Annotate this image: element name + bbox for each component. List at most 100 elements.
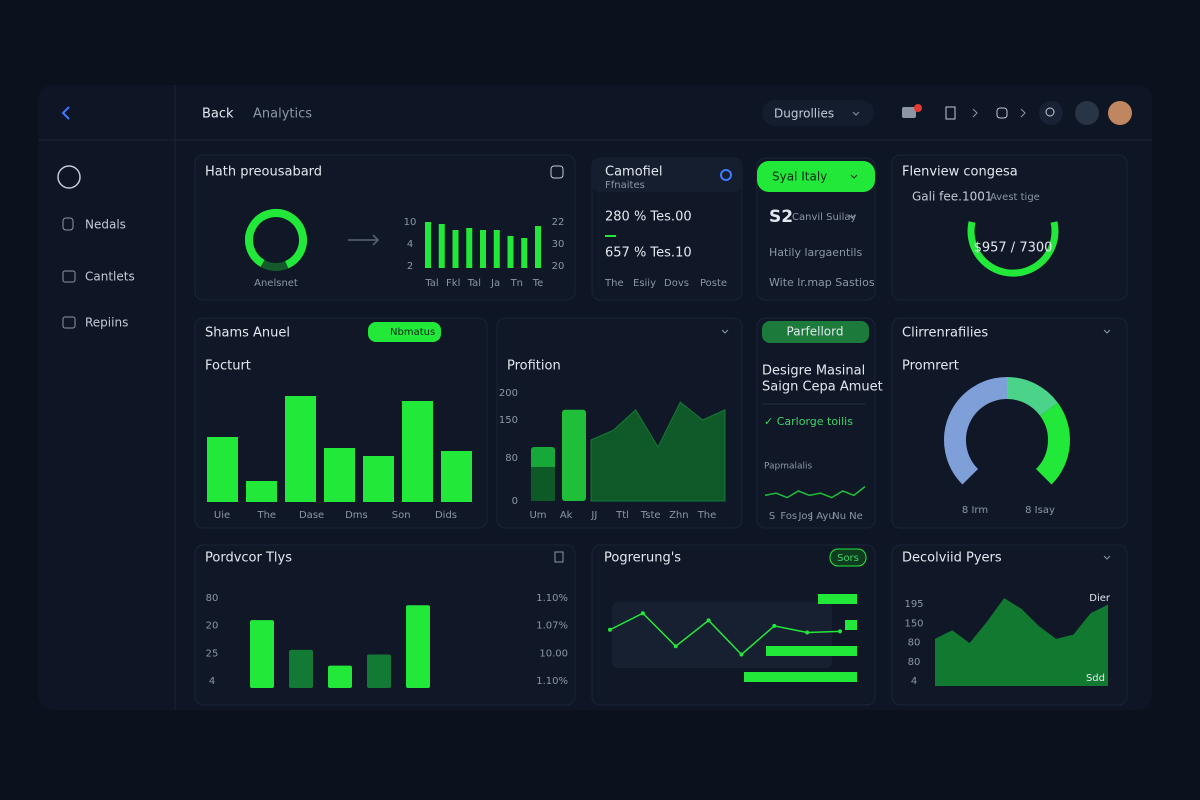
- point: [608, 627, 612, 632]
- panel-title: Pogrerung's: [604, 551, 681, 566]
- x-label: Dids: [435, 510, 457, 521]
- x-label: J Ayu: [809, 511, 835, 522]
- panel-icon[interactable]: [550, 165, 564, 179]
- tick-label: 22: [552, 217, 565, 228]
- point: [805, 630, 810, 635]
- point: [640, 611, 645, 616]
- avatar[interactable]: [1108, 101, 1132, 125]
- point: [706, 618, 711, 623]
- tick-label: 20: [206, 621, 219, 632]
- x-label: Son: [392, 510, 411, 521]
- bar: [480, 230, 486, 268]
- x-label: Jos: [797, 511, 812, 522]
- panel-title: Shams Anuel: [205, 326, 290, 341]
- tick-label: 80: [206, 593, 219, 604]
- hbar: [818, 594, 857, 604]
- chart-subtitle: Promrert: [902, 359, 959, 374]
- sidebar-logo[interactable]: [57, 165, 81, 189]
- share-icon[interactable]: [996, 107, 1008, 119]
- point: [772, 623, 777, 628]
- x-label: Dms: [345, 510, 368, 521]
- x-label: Nu: [832, 511, 846, 522]
- doc-icon[interactable]: [945, 106, 956, 120]
- x-label: The: [256, 510, 276, 521]
- bar: [507, 236, 514, 268]
- tick-label: 1.10%: [536, 593, 568, 604]
- point: [673, 644, 678, 649]
- x-label: Fkl: [446, 278, 460, 289]
- bar: [452, 230, 459, 268]
- bar-lower: [531, 466, 555, 501]
- search-button[interactable]: [1039, 101, 1063, 125]
- dropdown-caret: [852, 111, 860, 116]
- x-label: Fos: [780, 511, 797, 522]
- legend-label: 8 Irm: [962, 505, 988, 516]
- nav-item[interactable]: Cantlets: [85, 270, 135, 284]
- back-arrow[interactable]: [61, 106, 70, 120]
- back-link[interactable]: Back: [202, 107, 234, 122]
- mail-icon[interactable]: [902, 107, 916, 118]
- avatar[interactable]: [1075, 101, 1099, 125]
- bar: [367, 654, 391, 688]
- caret[interactable]: [1103, 555, 1111, 560]
- panel-subtitle: Ffnaites: [605, 180, 645, 191]
- bar: [441, 451, 472, 502]
- caret[interactable]: [721, 329, 729, 334]
- bar: [328, 665, 352, 688]
- dropdown[interactable]: [762, 100, 874, 126]
- ring-segment: [944, 377, 1008, 485]
- tick-label: 1.07%: [536, 621, 568, 632]
- panel: [756, 317, 876, 529]
- tick-label: 80: [908, 638, 921, 649]
- green-button[interactable]: [762, 321, 869, 343]
- area-label: Dier: [1089, 593, 1111, 604]
- footer-label: Dovs: [664, 278, 689, 289]
- panel-title: Clirrenrafilies: [902, 326, 988, 341]
- x-label: Uie: [214, 510, 230, 521]
- nav-item[interactable]: Nedals: [85, 218, 126, 232]
- area-label: Sdd: [1086, 673, 1105, 684]
- arrow: [348, 234, 380, 246]
- nav-icon: [62, 217, 74, 231]
- stat-note: Avest tige: [990, 192, 1040, 203]
- gauge-arc: [967, 221, 1059, 277]
- bar: [562, 409, 586, 501]
- panel: [756, 157, 876, 301]
- tick-label: 4: [911, 676, 917, 687]
- x-label: Dase: [299, 510, 324, 521]
- x-label: Ja: [490, 278, 500, 289]
- panel-icon[interactable]: [554, 551, 564, 563]
- card-title: Saign Cepa Amuet: [762, 380, 883, 395]
- nav-icon: [62, 270, 76, 283]
- nav-item[interactable]: Repiins: [85, 316, 128, 330]
- bar: [363, 456, 394, 502]
- footer-label: Poste: [700, 278, 727, 289]
- x-label: S: [769, 511, 775, 522]
- tick-label: 25: [206, 648, 219, 659]
- panel: [891, 154, 1128, 301]
- tick-label: 80: [908, 657, 921, 668]
- tick-label: 4: [209, 676, 215, 687]
- badge[interactable]: [368, 322, 441, 342]
- point: [838, 629, 842, 634]
- hbar: [845, 620, 857, 630]
- green-button[interactable]: [757, 161, 875, 192]
- bar: [438, 224, 445, 268]
- card-title: Desigre Masinal: [762, 364, 865, 379]
- bar: [406, 605, 430, 688]
- stat: Gali fee.1001: [912, 190, 992, 204]
- metric-row: 280 % Tes.00: [605, 210, 692, 225]
- x-label: Tste: [640, 510, 661, 521]
- hbar: [744, 672, 857, 682]
- footer-label: The: [604, 278, 624, 289]
- badge[interactable]: [829, 548, 867, 567]
- tick-label: 4: [407, 239, 413, 250]
- tick-label: 2: [407, 261, 413, 272]
- button-label: Syal Italy: [772, 170, 827, 184]
- footer-label: Esiiy: [633, 278, 656, 289]
- status-icon: [720, 169, 732, 181]
- caret[interactable]: [1103, 329, 1111, 334]
- panel: [891, 317, 1128, 529]
- bar: [289, 649, 313, 688]
- bar: [521, 238, 528, 268]
